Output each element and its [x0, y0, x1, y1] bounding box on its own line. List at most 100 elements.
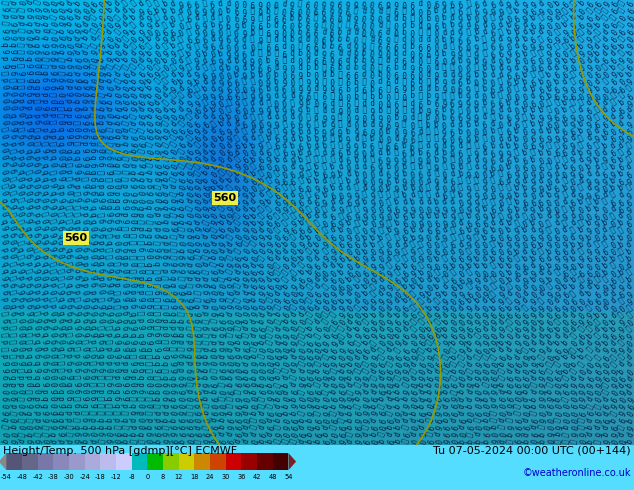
Text: 9: 9 — [519, 423, 529, 430]
Text: 9: 9 — [63, 197, 73, 203]
Text: q: q — [167, 40, 176, 49]
Text: q: q — [223, 374, 233, 380]
Text: 9: 9 — [393, 139, 399, 148]
Text: p: p — [136, 283, 145, 288]
Text: б: б — [297, 82, 302, 92]
Text: 9: 9 — [607, 19, 617, 28]
Text: 0: 0 — [521, 139, 527, 148]
Text: 9: 9 — [432, 245, 440, 255]
Text: ร: ร — [337, 19, 343, 28]
Text: p: p — [343, 323, 353, 332]
Text: 0: 0 — [207, 402, 217, 409]
Text: p: p — [369, 33, 375, 42]
Text: ร: ร — [199, 268, 209, 274]
Text: б: б — [568, 167, 576, 177]
Text: 9: 9 — [191, 311, 201, 317]
Text: б: б — [504, 47, 512, 57]
Text: 0: 0 — [401, 68, 406, 77]
Text: 9: 9 — [119, 69, 129, 77]
Text: 9: 9 — [431, 388, 441, 395]
Text: ร: ร — [623, 82, 633, 92]
Text: p: p — [79, 204, 89, 210]
Text: q: q — [239, 367, 249, 373]
Text: p: p — [441, 174, 448, 184]
Text: p: p — [328, 202, 336, 212]
Text: б: б — [385, 33, 391, 42]
Text: 9: 9 — [599, 416, 609, 423]
Text: 0: 0 — [257, 54, 263, 63]
Text: q: q — [480, 202, 488, 212]
Text: p: p — [209, 11, 215, 21]
Text: 9: 9 — [583, 294, 593, 304]
Text: б: б — [353, 40, 359, 49]
Text: 0: 0 — [7, 218, 17, 225]
Text: б: б — [448, 181, 455, 191]
Text: p: p — [520, 202, 528, 212]
Text: ร: ร — [176, 346, 184, 351]
Text: 0: 0 — [367, 359, 377, 367]
Text: б: б — [520, 0, 528, 7]
Text: б: б — [263, 245, 273, 254]
Text: 9: 9 — [167, 424, 177, 430]
Text: q: q — [143, 424, 153, 430]
Text: ร: ร — [152, 304, 160, 309]
Text: q: q — [0, 218, 9, 225]
Text: q: q — [456, 188, 463, 198]
Text: ร: ร — [271, 224, 281, 233]
Text: p: p — [449, 118, 455, 127]
Text: 9: 9 — [79, 396, 89, 401]
Text: 9: 9 — [520, 195, 528, 205]
Text: q: q — [592, 153, 600, 163]
Text: ร: ร — [599, 12, 609, 21]
Text: 0: 0 — [385, 97, 391, 106]
Text: q: q — [599, 309, 609, 318]
Text: 0: 0 — [473, 124, 479, 134]
Text: q: q — [15, 246, 25, 253]
Text: 9: 9 — [313, 54, 318, 63]
Text: q: q — [55, 134, 65, 139]
Text: ร: ร — [607, 358, 617, 368]
Text: 9: 9 — [480, 223, 488, 234]
Text: б: б — [415, 373, 425, 381]
Text: 9: 9 — [344, 195, 352, 205]
Text: ร: ร — [455, 359, 465, 368]
Text: q: q — [575, 0, 585, 7]
Text: 9: 9 — [231, 239, 241, 247]
Text: 24: 24 — [206, 474, 214, 480]
Text: 9: 9 — [183, 253, 193, 260]
Text: p: p — [256, 188, 264, 198]
Text: ร: ร — [352, 223, 360, 234]
Text: 9: 9 — [583, 252, 592, 262]
Text: б: б — [79, 417, 89, 422]
Text: 9: 9 — [369, 160, 375, 170]
Text: 0: 0 — [143, 318, 153, 323]
Text: б: б — [47, 49, 57, 55]
Text: б: б — [576, 231, 585, 241]
Text: б: б — [111, 19, 121, 28]
Text: 9: 9 — [39, 225, 49, 232]
Text: q: q — [111, 54, 121, 63]
Text: q: q — [79, 26, 89, 34]
Text: p: p — [87, 438, 97, 444]
Text: 9: 9 — [375, 359, 385, 368]
Text: б: б — [401, 174, 407, 184]
Text: 0: 0 — [450, 82, 455, 92]
Text: 9: 9 — [312, 195, 320, 205]
Text: q: q — [103, 424, 113, 430]
Text: p: p — [39, 253, 49, 260]
Text: ร: ร — [23, 416, 33, 422]
Text: 0: 0 — [15, 403, 25, 408]
Text: ร: ร — [39, 431, 49, 437]
Text: б: б — [410, 4, 415, 14]
Text: ร: ร — [328, 153, 335, 163]
Text: p: p — [176, 325, 184, 330]
Text: 0: 0 — [385, 111, 391, 120]
Text: p: p — [543, 252, 552, 262]
Text: ร: ร — [87, 62, 97, 70]
Text: 9: 9 — [552, 89, 560, 99]
Text: p: p — [511, 351, 521, 360]
Text: б: б — [567, 430, 577, 437]
Text: б: б — [112, 212, 120, 217]
Text: 0: 0 — [369, 0, 375, 7]
Text: q: q — [305, 103, 311, 113]
